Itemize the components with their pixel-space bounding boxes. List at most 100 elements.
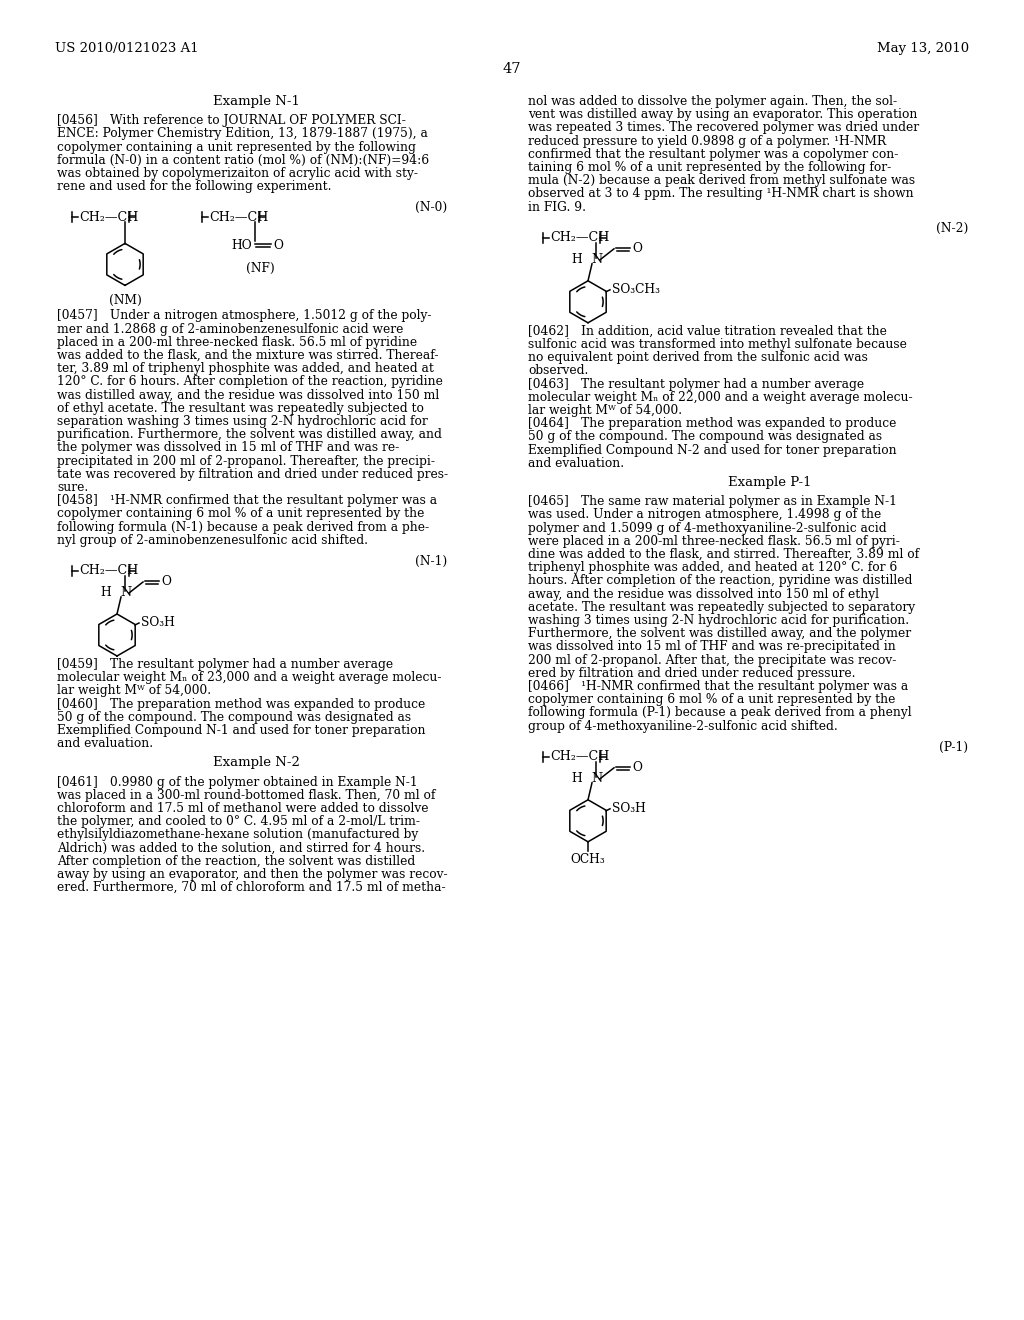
Text: placed in a 200-ml three-necked flask. 56.5 ml of pyridine: placed in a 200-ml three-necked flask. 5… xyxy=(57,335,417,348)
Text: and evaluation.: and evaluation. xyxy=(57,737,154,750)
Text: rene and used for the following experiment.: rene and used for the following experime… xyxy=(57,181,332,193)
Text: vent was distilled away by using an evaporator. This operation: vent was distilled away by using an evap… xyxy=(528,108,918,121)
Text: SO₃CH₃: SO₃CH₃ xyxy=(612,284,660,296)
Text: O: O xyxy=(632,243,642,255)
Text: were placed in a 200-ml three-necked flask. 56.5 ml of pyri-: were placed in a 200-ml three-necked fla… xyxy=(528,535,900,548)
Text: observed.: observed. xyxy=(528,364,589,378)
Text: 200 ml of 2-propanol. After that, the precipitate was recov-: 200 ml of 2-propanol. After that, the pr… xyxy=(528,653,896,667)
Text: H: H xyxy=(571,772,582,785)
Text: polymer and 1.5099 g of 4-methoxyaniline-2-sulfonic acid: polymer and 1.5099 g of 4-methoxyaniline… xyxy=(528,521,887,535)
Text: ethylsilyldiazomethane-hexane solution (manufactured by: ethylsilyldiazomethane-hexane solution (… xyxy=(57,829,418,841)
Text: molecular weight Mₙ of 23,000 and a weight average molecu-: molecular weight Mₙ of 23,000 and a weig… xyxy=(57,671,441,684)
Text: nyl group of 2-aminobenzenesulfonic acid shifted.: nyl group of 2-aminobenzenesulfonic acid… xyxy=(57,533,368,546)
Text: N: N xyxy=(591,253,602,267)
Text: precipitated in 200 ml of 2-propanol. Thereafter, the precipi-: precipitated in 200 ml of 2-propanol. Th… xyxy=(57,454,435,467)
Text: [0457] Under a nitrogen atmosphere, 1.5012 g of the poly-: [0457] Under a nitrogen atmosphere, 1.50… xyxy=(57,309,431,322)
Text: was dissolved into 15 ml of THF and was re-precipitated in: was dissolved into 15 ml of THF and was … xyxy=(528,640,896,653)
Text: [0464] The preparation method was expanded to produce: [0464] The preparation method was expand… xyxy=(528,417,896,430)
Text: sulfonic acid was transformed into methyl sulfonate because: sulfonic acid was transformed into methy… xyxy=(528,338,907,351)
Text: After completion of the reaction, the solvent was distilled: After completion of the reaction, the so… xyxy=(57,855,416,867)
Text: SO₃H: SO₃H xyxy=(141,616,175,630)
Text: triphenyl phosphite was added, and heated at 120° C. for 6: triphenyl phosphite was added, and heate… xyxy=(528,561,897,574)
Text: molecular weight Mₙ of 22,000 and a weight average molecu-: molecular weight Mₙ of 22,000 and a weig… xyxy=(528,391,912,404)
Text: in FIG. 9.: in FIG. 9. xyxy=(528,201,586,214)
Text: taining 6 mol % of a unit represented by the following for-: taining 6 mol % of a unit represented by… xyxy=(528,161,891,174)
Text: CH₂—CH: CH₂—CH xyxy=(209,211,268,224)
Text: group of 4-methoxyaniline-2-sulfonic acid shifted.: group of 4-methoxyaniline-2-sulfonic aci… xyxy=(528,719,838,733)
Text: Example N-1: Example N-1 xyxy=(213,95,299,108)
Text: sure.: sure. xyxy=(57,480,88,494)
Text: 47: 47 xyxy=(503,62,521,77)
Text: (N-1): (N-1) xyxy=(415,554,447,568)
Text: ter, 3.89 ml of triphenyl phosphite was added, and heated at: ter, 3.89 ml of triphenyl phosphite was … xyxy=(57,362,434,375)
Text: formula (N-0) in a content ratio (mol %) of (NM):(NF)=94:6: formula (N-0) in a content ratio (mol %)… xyxy=(57,154,429,166)
Text: copolymer containing 6 mol % of a unit represented by the: copolymer containing 6 mol % of a unit r… xyxy=(528,693,895,706)
Text: [0463] The resultant polymer had a number average: [0463] The resultant polymer had a numbe… xyxy=(528,378,864,391)
Text: separation washing 3 times using 2-N hydrochloric acid for: separation washing 3 times using 2-N hyd… xyxy=(57,414,428,428)
Text: hours. After completion of the reaction, pyridine was distilled: hours. After completion of the reaction,… xyxy=(528,574,912,587)
Text: CH₂—CH: CH₂—CH xyxy=(79,211,138,224)
Text: of ethyl acetate. The resultant was repeatedly subjected to: of ethyl acetate. The resultant was repe… xyxy=(57,401,424,414)
Text: (N-2): (N-2) xyxy=(936,222,968,235)
Text: Example P-1: Example P-1 xyxy=(728,477,812,488)
Text: 50 g of the compound. The compound was designated as: 50 g of the compound. The compound was d… xyxy=(57,710,411,723)
Text: was used. Under a nitrogen atmosphere, 1.4998 g of the: was used. Under a nitrogen atmosphere, 1… xyxy=(528,508,882,521)
Text: was repeated 3 times. The recovered polymer was dried under: was repeated 3 times. The recovered poly… xyxy=(528,121,920,135)
Text: away, and the residue was dissolved into 150 ml of ethyl: away, and the residue was dissolved into… xyxy=(528,587,879,601)
Text: was distilled away, and the residue was dissolved into 150 ml: was distilled away, and the residue was … xyxy=(57,388,439,401)
Text: O: O xyxy=(273,239,283,252)
Text: [0461] 0.9980 g of the polymer obtained in Example N-1: [0461] 0.9980 g of the polymer obtained … xyxy=(57,776,418,788)
Text: CH₂—CH: CH₂—CH xyxy=(550,231,609,244)
Text: (NM): (NM) xyxy=(109,294,141,308)
Text: H: H xyxy=(571,253,582,267)
Text: and evaluation.: and evaluation. xyxy=(528,457,624,470)
Text: HO: HO xyxy=(231,239,252,252)
Text: [0462] In addition, acid value titration revealed that the: [0462] In addition, acid value titration… xyxy=(528,325,887,338)
Text: observed at 3 to 4 ppm. The resulting ¹H-NMR chart is shown: observed at 3 to 4 ppm. The resulting ¹H… xyxy=(528,187,913,201)
Text: was obtained by copolymerizaiton of acrylic acid with sty-: was obtained by copolymerizaiton of acry… xyxy=(57,168,418,180)
Text: N: N xyxy=(591,772,602,785)
Text: May 13, 2010: May 13, 2010 xyxy=(877,42,969,55)
Text: Aldrich) was added to the solution, and stirred for 4 hours.: Aldrich) was added to the solution, and … xyxy=(57,842,425,854)
Text: copolymer containing a unit represented by the following: copolymer containing a unit represented … xyxy=(57,141,416,153)
Text: away by using an evaporator, and then the polymer was recov-: away by using an evaporator, and then th… xyxy=(57,869,447,880)
Text: [0465] The same raw material polymer as in Example N-1: [0465] The same raw material polymer as … xyxy=(528,495,897,508)
Text: following formula (N-1) because a peak derived from a phe-: following formula (N-1) because a peak d… xyxy=(57,520,429,533)
Text: Exemplified Compound N-1 and used for toner preparation: Exemplified Compound N-1 and used for to… xyxy=(57,723,426,737)
Text: lar weight Mᵂ of 54,000.: lar weight Mᵂ of 54,000. xyxy=(528,404,682,417)
Text: (N-0): (N-0) xyxy=(415,202,447,214)
Text: was added to the flask, and the mixture was stirred. Thereaf-: was added to the flask, and the mixture … xyxy=(57,348,438,362)
Text: N: N xyxy=(120,586,131,599)
Text: washing 3 times using 2-N hydrochloric acid for purification.: washing 3 times using 2-N hydrochloric a… xyxy=(528,614,909,627)
Text: confirmed that the resultant polymer was a copolymer con-: confirmed that the resultant polymer was… xyxy=(528,148,898,161)
Text: SO₃H: SO₃H xyxy=(612,803,646,816)
Text: 120° C. for 6 hours. After completion of the reaction, pyridine: 120° C. for 6 hours. After completion of… xyxy=(57,375,442,388)
Text: acetate. The resultant was repeatedly subjected to separatory: acetate. The resultant was repeatedly su… xyxy=(528,601,915,614)
Text: reduced pressure to yield 0.9898 g of a polymer. ¹H-NMR: reduced pressure to yield 0.9898 g of a … xyxy=(528,135,886,148)
Text: copolymer containing 6 mol % of a unit represented by the: copolymer containing 6 mol % of a unit r… xyxy=(57,507,424,520)
Text: mer and 1.2868 g of 2-aminobenzenesulfonic acid were: mer and 1.2868 g of 2-aminobenzenesulfon… xyxy=(57,322,403,335)
Text: CH₂—CH: CH₂—CH xyxy=(79,565,138,577)
Text: OCH₃: OCH₃ xyxy=(570,853,605,866)
Text: mula (N-2) because a peak derived from methyl sulfonate was: mula (N-2) because a peak derived from m… xyxy=(528,174,915,187)
Text: purification. Furthermore, the solvent was distilled away, and: purification. Furthermore, the solvent w… xyxy=(57,428,442,441)
Text: [0458] ¹H-NMR confirmed that the resultant polymer was a: [0458] ¹H-NMR confirmed that the resulta… xyxy=(57,494,437,507)
Text: [0466] ¹H-NMR confirmed that the resultant polymer was a: [0466] ¹H-NMR confirmed that the resulta… xyxy=(528,680,908,693)
Text: nol was added to dissolve the polymer again. Then, the sol-: nol was added to dissolve the polymer ag… xyxy=(528,95,897,108)
Text: 50 g of the compound. The compound was designated as: 50 g of the compound. The compound was d… xyxy=(528,430,882,444)
Text: ered. Furthermore, 70 ml of chloroform and 17.5 ml of metha-: ered. Furthermore, 70 ml of chloroform a… xyxy=(57,882,445,894)
Text: Furthermore, the solvent was distilled away, and the polymer: Furthermore, the solvent was distilled a… xyxy=(528,627,911,640)
Text: (P-1): (P-1) xyxy=(939,741,968,754)
Text: [0456] With reference to JOURNAL OF POLYMER SCI-: [0456] With reference to JOURNAL OF POLY… xyxy=(57,115,406,127)
Text: Example N-2: Example N-2 xyxy=(213,756,299,770)
Text: ered by filtration and dried under reduced pressure.: ered by filtration and dried under reduc… xyxy=(528,667,855,680)
Text: dine was added to the flask, and stirred. Thereafter, 3.89 ml of: dine was added to the flask, and stirred… xyxy=(528,548,920,561)
Text: the polymer was dissolved in 15 ml of THF and was re-: the polymer was dissolved in 15 ml of TH… xyxy=(57,441,399,454)
Text: (NF): (NF) xyxy=(246,263,274,276)
Text: Exemplified Compound N-2 and used for toner preparation: Exemplified Compound N-2 and used for to… xyxy=(528,444,897,457)
Text: was placed in a 300-ml round-bottomed flask. Then, 70 ml of: was placed in a 300-ml round-bottomed fl… xyxy=(57,789,435,801)
Text: US 2010/0121023 A1: US 2010/0121023 A1 xyxy=(55,42,199,55)
Text: following formula (P-1) because a peak derived from a phenyl: following formula (P-1) because a peak d… xyxy=(528,706,911,719)
Text: the polymer, and cooled to 0° C. 4.95 ml of a 2-mol/L trim-: the polymer, and cooled to 0° C. 4.95 ml… xyxy=(57,816,420,828)
Text: chloroform and 17.5 ml of methanol were added to dissolve: chloroform and 17.5 ml of methanol were … xyxy=(57,803,428,814)
